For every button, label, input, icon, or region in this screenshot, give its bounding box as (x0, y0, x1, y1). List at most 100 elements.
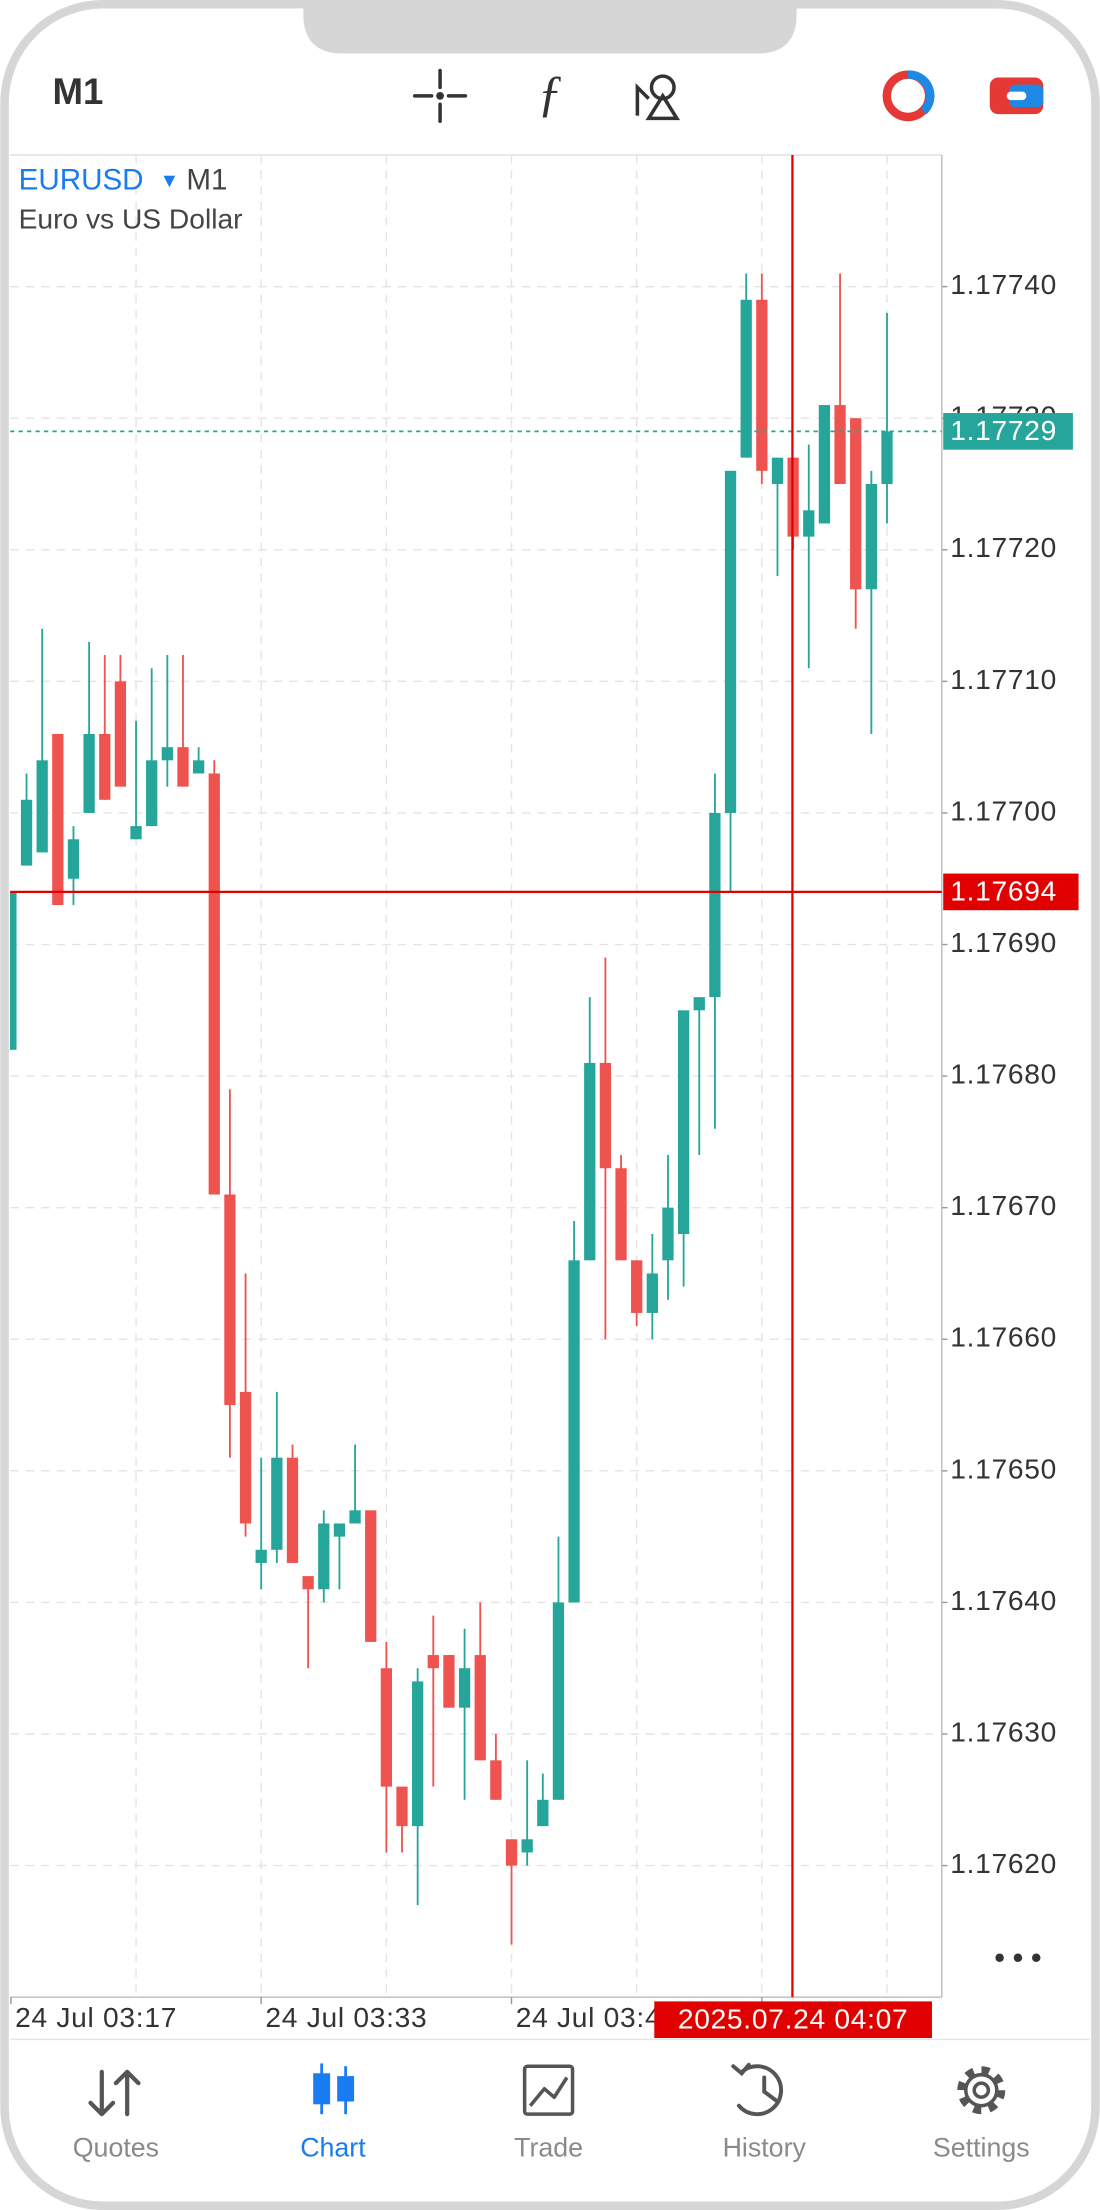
candle-body (20, 799, 33, 866)
y-tick-label: 1.17690 (950, 926, 1057, 958)
bid-label-box (943, 413, 1073, 450)
y-tick-label: 1.17700 (950, 794, 1057, 826)
candle-body (10, 891, 17, 1050)
symbol-dropdown[interactable]: ▼ (160, 170, 180, 192)
y-tick-label: 1.17670 (950, 1189, 1057, 1221)
candle-body (208, 773, 220, 1195)
tab-label[interactable]: Chart (300, 2132, 366, 2162)
crosshair-price-box (943, 873, 1079, 911)
quotes-icon[interactable] (88, 2069, 141, 2117)
tab-label[interactable]: Settings (933, 2132, 1030, 2162)
indicators-tool[interactable]: ƒ (537, 65, 562, 121)
y-tick-label: 1.17650 (950, 1452, 1057, 1484)
candle-body (52, 733, 64, 906)
candle-body (36, 760, 48, 853)
symbol-description: Euro vs US Dollar (19, 203, 243, 235)
candle-body (568, 1260, 580, 1603)
crosshair-price-label: 1.17694 (950, 875, 1057, 907)
candle-body (850, 418, 862, 590)
candle-body (427, 1655, 439, 1669)
candle-body (302, 1576, 314, 1590)
more-button[interactable] (995, 1953, 1041, 1962)
candle-body (881, 431, 893, 484)
candle-body (834, 405, 846, 484)
candle-body (396, 1786, 408, 1827)
candle-body (271, 1457, 283, 1550)
y-tick-label: 1.17680 (950, 1058, 1057, 1090)
candle-body (146, 760, 158, 827)
history-icon[interactable] (731, 2062, 783, 2117)
crosshair-time-label: 2025.07.24 04:07 (678, 2003, 909, 2035)
candle-body (537, 1799, 549, 1827)
candle-body (756, 299, 768, 471)
y-tick-label: 1.17640 (950, 1584, 1057, 1616)
candle-body (255, 1549, 267, 1563)
candle-body (349, 1510, 361, 1524)
candle-body (239, 1391, 252, 1524)
trading-signals[interactable] (882, 70, 935, 122)
tab-label[interactable]: Trade (514, 2132, 583, 2162)
candle-body (803, 510, 815, 537)
candle-body (646, 1273, 658, 1313)
candle-body (286, 1457, 299, 1563)
candle-body (67, 839, 80, 879)
candle-body (443, 1655, 455, 1708)
x-tick-label: 24 Jul 03:33 (265, 2001, 427, 2033)
tab-label[interactable]: History (723, 2132, 807, 2162)
candle-body (599, 1062, 612, 1169)
candle-body (83, 733, 95, 813)
crosshair-time-box (654, 2001, 932, 2039)
candle-body (380, 1668, 393, 1787)
candle-body (552, 1602, 565, 1800)
candle-body (631, 1260, 643, 1313)
candle-body (412, 1681, 424, 1827)
x-tick-label: 24 Jul 03:17 (15, 2001, 177, 2033)
y-tick-label: 1.17660 (950, 1321, 1057, 1353)
candle-body (192, 760, 205, 774)
candle-body (474, 1655, 486, 1761)
candle-body (677, 1010, 690, 1235)
candle-body (318, 1523, 330, 1590)
y-tick-label: 1.17720 (950, 531, 1057, 563)
candle-body (458, 1668, 471, 1708)
candle-body (114, 681, 127, 787)
y-tick-label: 1.17620 (950, 1847, 1057, 1879)
y-tick-label: 1.17740 (950, 268, 1057, 300)
chart-icon[interactable] (313, 2063, 355, 2115)
plot-area (9, 155, 942, 1998)
trade-icon[interactable] (522, 2064, 575, 2116)
candle-body (521, 1839, 533, 1853)
candle-body (365, 1510, 377, 1642)
candle-body (740, 299, 752, 458)
timeframe-button[interactable]: M1 (52, 71, 103, 112)
candle-body (865, 483, 877, 590)
candle-body (224, 1194, 236, 1406)
crosshair-tool[interactable] (412, 68, 468, 123)
y-tick-label: 1.17630 (950, 1715, 1057, 1747)
candle-body (505, 1839, 518, 1866)
symbol[interactable]: EURUSD (19, 164, 144, 197)
tab-label[interactable]: Quotes (73, 2132, 159, 2162)
candle-body (709, 812, 721, 998)
objects-tool[interactable] (635, 74, 681, 121)
candle-body (771, 457, 784, 484)
candle-body (99, 733, 111, 800)
candle-body (161, 747, 173, 761)
candle-body (818, 405, 831, 524)
candle-body (490, 1760, 502, 1800)
notch (303, 0, 797, 54)
candle-body (584, 1062, 596, 1261)
bid-label: 1.17729 (950, 414, 1057, 446)
candle-body (662, 1207, 674, 1261)
x-tick-label: 24 Jul 03:49 (516, 2001, 678, 2033)
candle-body (724, 470, 737, 813)
settings-icon[interactable] (957, 2066, 1006, 2115)
candle-body (615, 1168, 627, 1261)
candle-body (333, 1523, 346, 1537)
candle-body (693, 997, 705, 1011)
candle-body (177, 747, 189, 787)
one-click-trading[interactable] (989, 77, 1044, 115)
y-tick-label: 1.17710 (950, 663, 1057, 695)
